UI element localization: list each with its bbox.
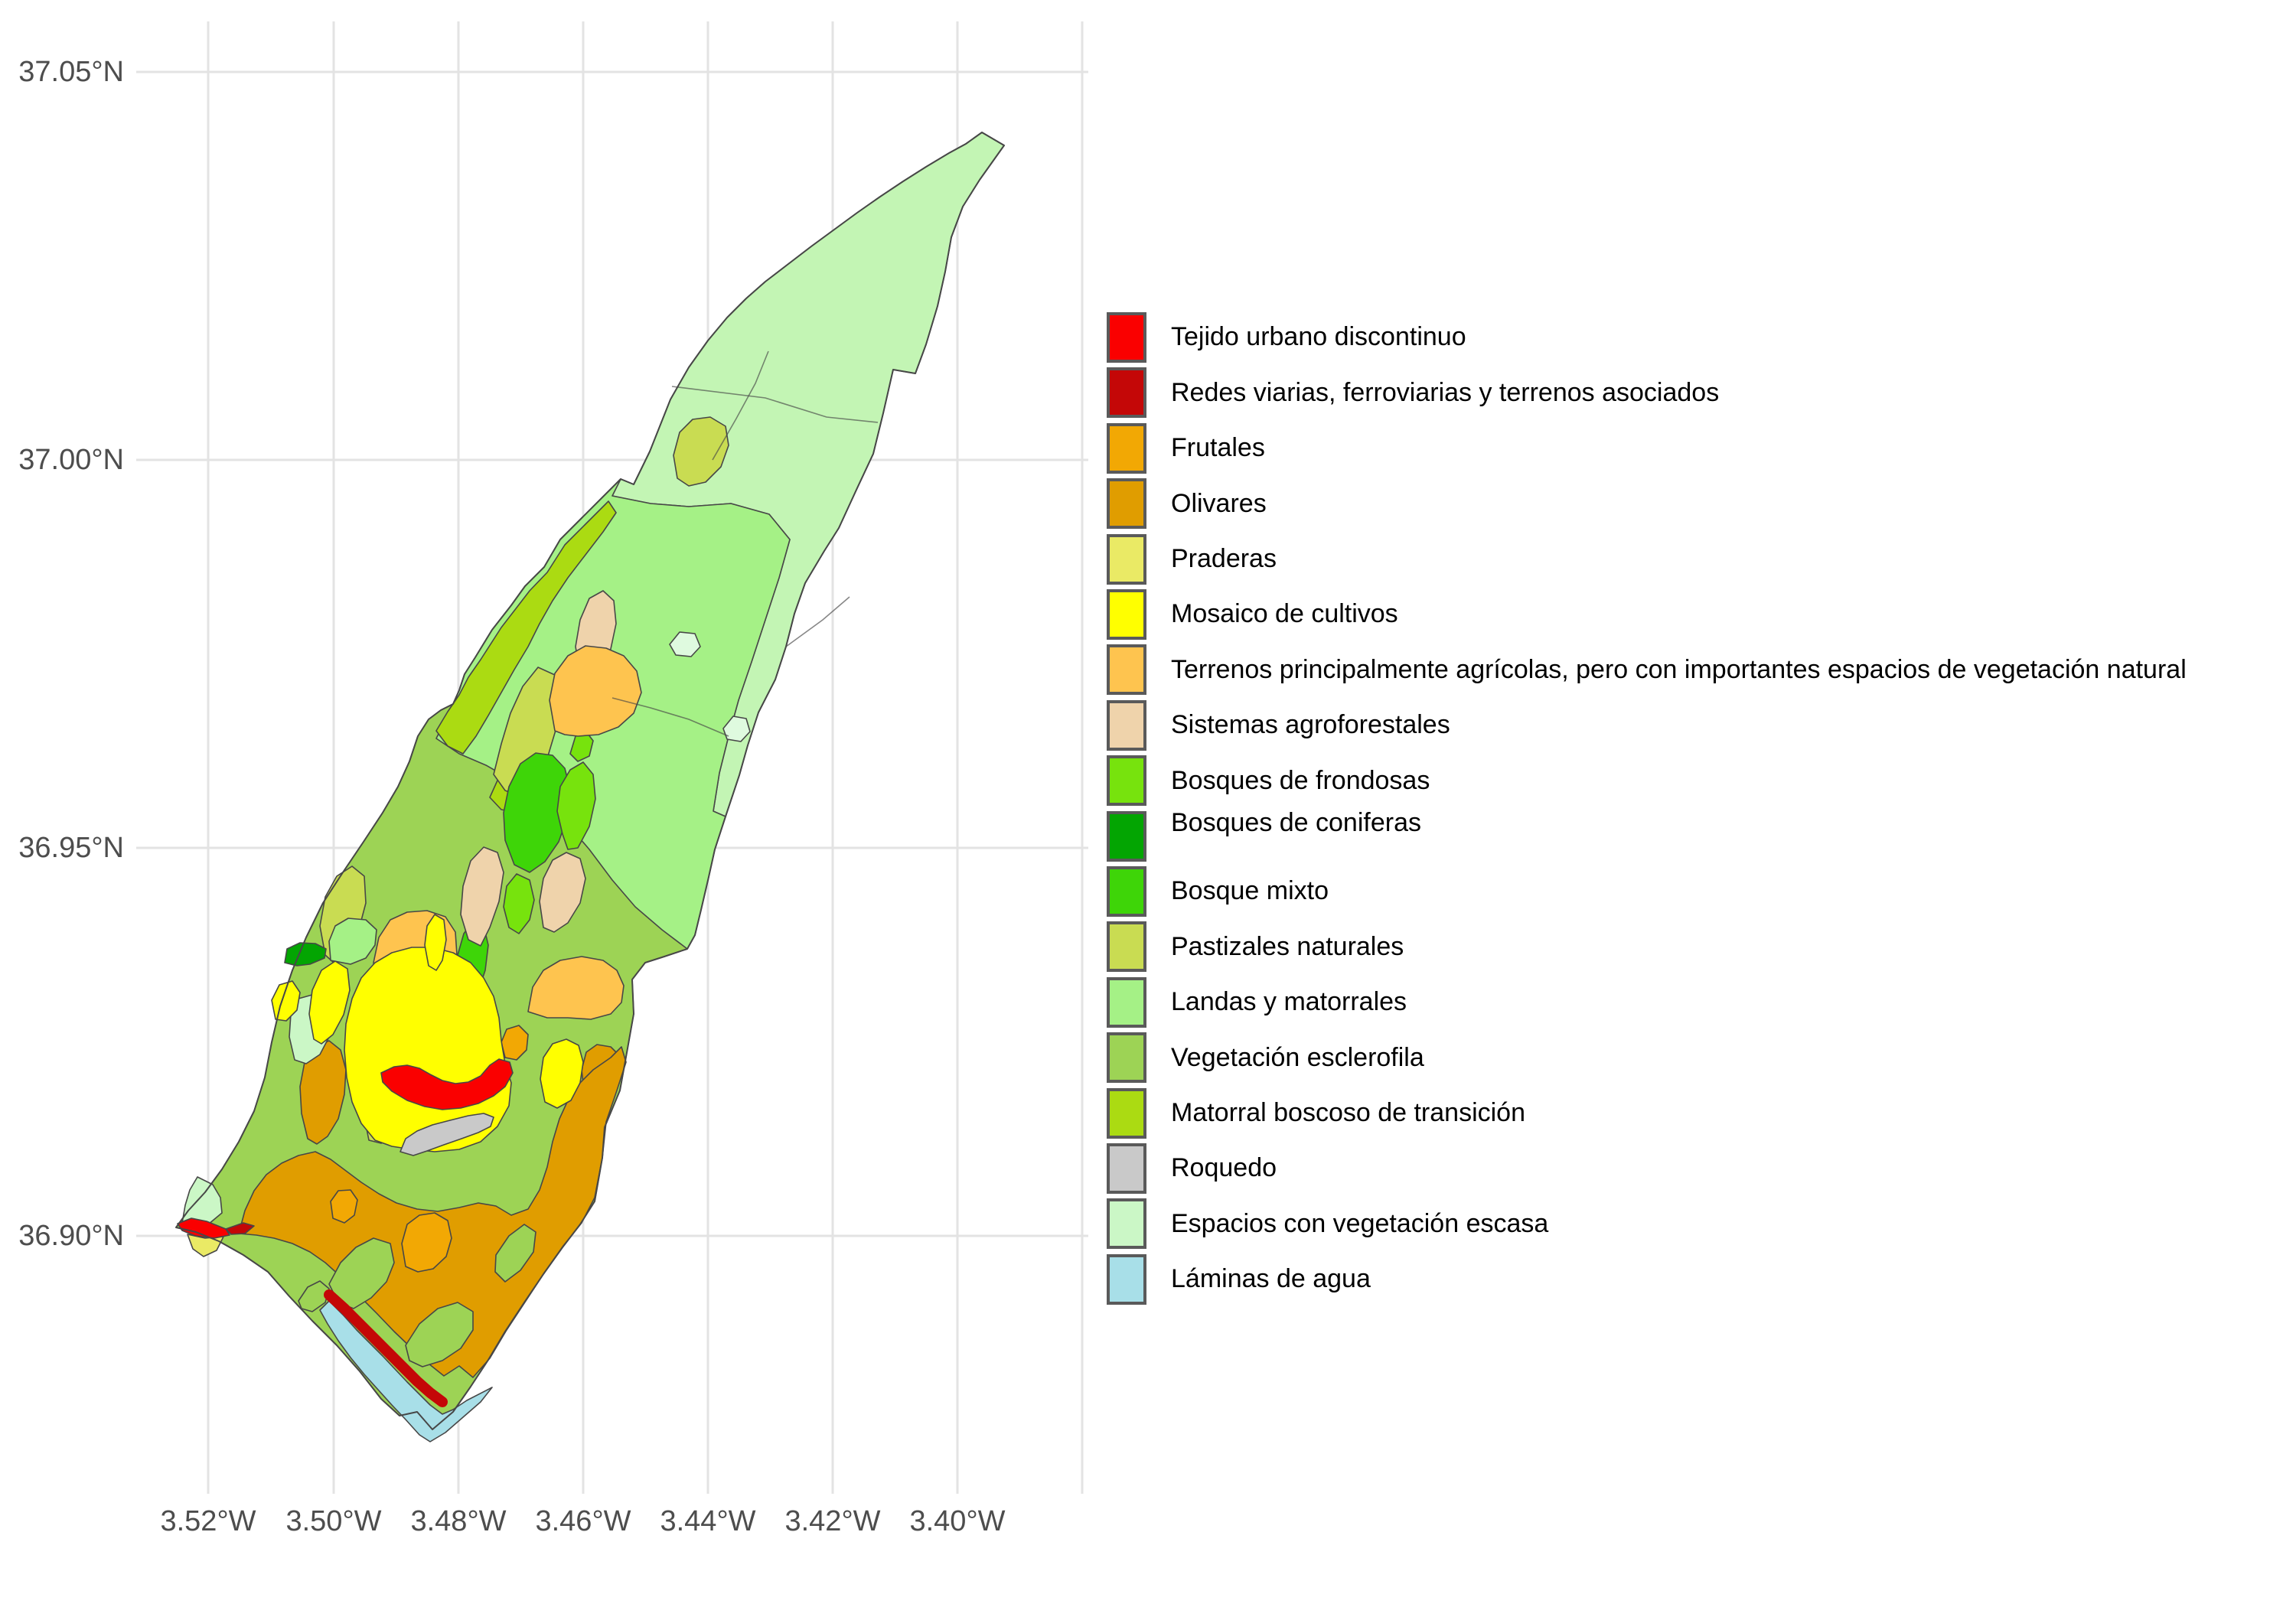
legend-swatch-laminas-de-agua (1107, 1253, 1146, 1305)
legend-swatch-redes-viarias (1107, 367, 1146, 419)
map-region-esclerofila-pocket-3 (494, 1224, 536, 1283)
x-tick-label: 3.42°W (784, 1505, 881, 1537)
map-internal-boundaries (612, 350, 879, 737)
x-tick-label: 3.40°W (909, 1505, 1006, 1537)
x-tick-label: 3.50°W (285, 1505, 382, 1537)
map-region-bosques-de-frondosas-2 (503, 873, 535, 934)
legend-swatch-bosques-de-coniferas (1107, 810, 1146, 862)
map-region-terrenos-agricolas-2 (527, 956, 625, 1020)
legend-item-terrenos-agricolas: Terrenos principalmente agrícolas, pero … (1107, 644, 2187, 696)
legend-label-pastizales-naturales: Pastizales naturales (1171, 931, 1404, 961)
legend-label-matorral-boscoso: Matorral boscoso de transición (1171, 1098, 1526, 1128)
map-region-frutales (401, 1212, 452, 1273)
legend-swatch-mosaico-de-cultivos (1107, 589, 1146, 640)
map-region-landas-patch (328, 918, 377, 965)
map-region-sistemas-agroforestales-3 (539, 852, 586, 933)
legend-item-frutales: Frutales (1107, 422, 1265, 474)
map-region-redes-viarias (324, 1289, 448, 1407)
legend-item-landas-y-matorrales: Landas y matorrales (1107, 976, 1407, 1028)
map-region-mosaico-dedo (424, 914, 447, 971)
legend-swatch-terrenos-agricolas (1107, 644, 1146, 696)
legend-item-bosque-mixto: Bosque mixto (1107, 866, 1329, 917)
legend-swatch-tejido-urbano-discontinuo (1107, 312, 1146, 363)
legend-item-olivares: Olivares (1107, 478, 1267, 530)
x-tick-label: 3.46°W (535, 1505, 631, 1537)
legend-swatch-matorral-boscoso (1107, 1087, 1146, 1139)
legend-label-terrenos-agricolas: Terrenos principalmente agrícolas, pero … (1171, 654, 2187, 684)
map-region-bosques-de-frondosas (556, 761, 596, 850)
map-region-bosques-de-coniferas (284, 942, 327, 966)
legend-label-vegetacion-esclerofila: Vegetación esclerofila (1171, 1042, 1424, 1072)
map-region-espacios-isla-2 (722, 715, 751, 742)
legend-swatch-roquedo (1107, 1143, 1146, 1194)
legend-item-redes-viarias: Redes viarias, ferroviarias y terrenos a… (1107, 367, 1720, 419)
legend-swatch-pastizales-naturales (1107, 921, 1146, 973)
legend-swatch-frutales (1107, 422, 1146, 474)
map-region-espacios-isla-1 (669, 631, 701, 657)
legend-swatch-bosques-de-frondosas (1107, 755, 1146, 807)
map-region-tejido-urbano (380, 1058, 514, 1110)
map-outer-boundary (175, 132, 1005, 1430)
y-tick-label: 37.00°N (18, 444, 124, 476)
legend-item-matorral-boscoso: Matorral boscoso de transición (1107, 1087, 1526, 1139)
legend-item-tejido-urbano-discontinuo: Tejido urbano discontinuo (1107, 312, 1466, 363)
legend-label-bosques-de-frondosas: Bosques de frondosas (1171, 765, 1430, 795)
x-tick-label: 3.44°W (660, 1505, 756, 1537)
legend-swatch-espacios-vegetacion-escasa (1107, 1198, 1146, 1250)
map-region-frutales-3 (501, 1025, 529, 1061)
map-region-matorral-boscoso (435, 500, 617, 755)
map-region-tejido-urbano-punta (177, 1217, 230, 1239)
legend-label-mosaico-de-cultivos: Mosaico de cultivos (1171, 599, 1398, 629)
legend-label-landas-y-matorrales: Landas y matorrales (1171, 987, 1407, 1017)
legend-item-bosques-de-frondosas: Bosques de frondosas (1107, 755, 1430, 807)
x-tick-label: 3.52°W (160, 1505, 256, 1537)
y-tick-label: 36.95°N (18, 832, 124, 864)
map-region-mosaico-oeste (308, 960, 351, 1045)
map-region-terrenos-agricolas (549, 645, 642, 737)
legend-label-bosques-de-coniferas: Bosques de coniferas (1171, 808, 1421, 838)
legend-item-sistemas-agroforestales: Sistemas agroforestales (1107, 699, 1450, 751)
legend-label-praderas: Praderas (1171, 544, 1277, 574)
legend-swatch-bosque-mixto (1107, 866, 1146, 917)
map-region-frutales-2 (330, 1189, 358, 1224)
legend-swatch-olivares (1107, 478, 1146, 530)
map-region-roquedo (400, 1113, 494, 1156)
legend-label-espacios-vegetacion-escasa: Espacios con vegetación escasa (1171, 1208, 1549, 1238)
map-region-pastizales-naturales (673, 416, 729, 487)
legend-item-roquedo: Roquedo (1107, 1143, 1277, 1194)
legend-label-laminas-de-agua: Láminas de agua (1171, 1264, 1371, 1294)
legend-swatch-vegetacion-esclerofila (1107, 1032, 1146, 1084)
legend-item-espacios-vegetacion-escasa: Espacios con vegetación escasa (1107, 1198, 1549, 1250)
legend-swatch-praderas (1107, 533, 1146, 585)
y-tick-label: 36.90°N (18, 1220, 124, 1252)
map-region-sistemas-agroforestales-2 (460, 846, 504, 947)
legend-item-bosques-de-coniferas: Bosques de coniferas (1107, 808, 1421, 862)
map-region-esclerofila-pocket-2 (405, 1302, 474, 1367)
legend-label-tejido-urbano-discontinuo: Tejido urbano discontinuo (1171, 322, 1466, 352)
legend-item-praderas: Praderas (1107, 533, 1277, 585)
legend-label-redes-viarias: Redes viarias, ferroviarias y terrenos a… (1171, 377, 1720, 407)
map-region-olivares-oeste (299, 1040, 347, 1145)
legend-swatch-sistemas-agroforestales (1107, 699, 1146, 751)
map-region-bosque-mixto (503, 752, 571, 873)
map-regions (175, 132, 1005, 1442)
legend-label-olivares: Olivares (1171, 488, 1267, 518)
y-tick-label: 37.05°N (18, 56, 124, 88)
legend-label-frutales: Frutales (1171, 433, 1265, 463)
legend-label-bosque-mixto: Bosque mixto (1171, 876, 1329, 906)
legend-item-vegetacion-esclerofila: Vegetación esclerofila (1107, 1032, 1424, 1084)
legend-item-mosaico-de-cultivos: Mosaico de cultivos (1107, 589, 1398, 640)
legend-item-laminas-de-agua: Láminas de agua (1107, 1253, 1371, 1305)
map-region-mosaico-sureste (540, 1038, 584, 1109)
legend-label-sistemas-agroforestales: Sistemas agroforestales (1171, 710, 1450, 740)
legend-swatch-landas-y-matorrales (1107, 976, 1146, 1028)
legend-item-pastizales-naturales: Pastizales naturales (1107, 921, 1404, 973)
map-region-redes-viarias-punta (225, 1222, 255, 1235)
legend-label-roquedo: Roquedo (1171, 1153, 1277, 1183)
x-tick-label: 3.48°W (410, 1505, 507, 1537)
